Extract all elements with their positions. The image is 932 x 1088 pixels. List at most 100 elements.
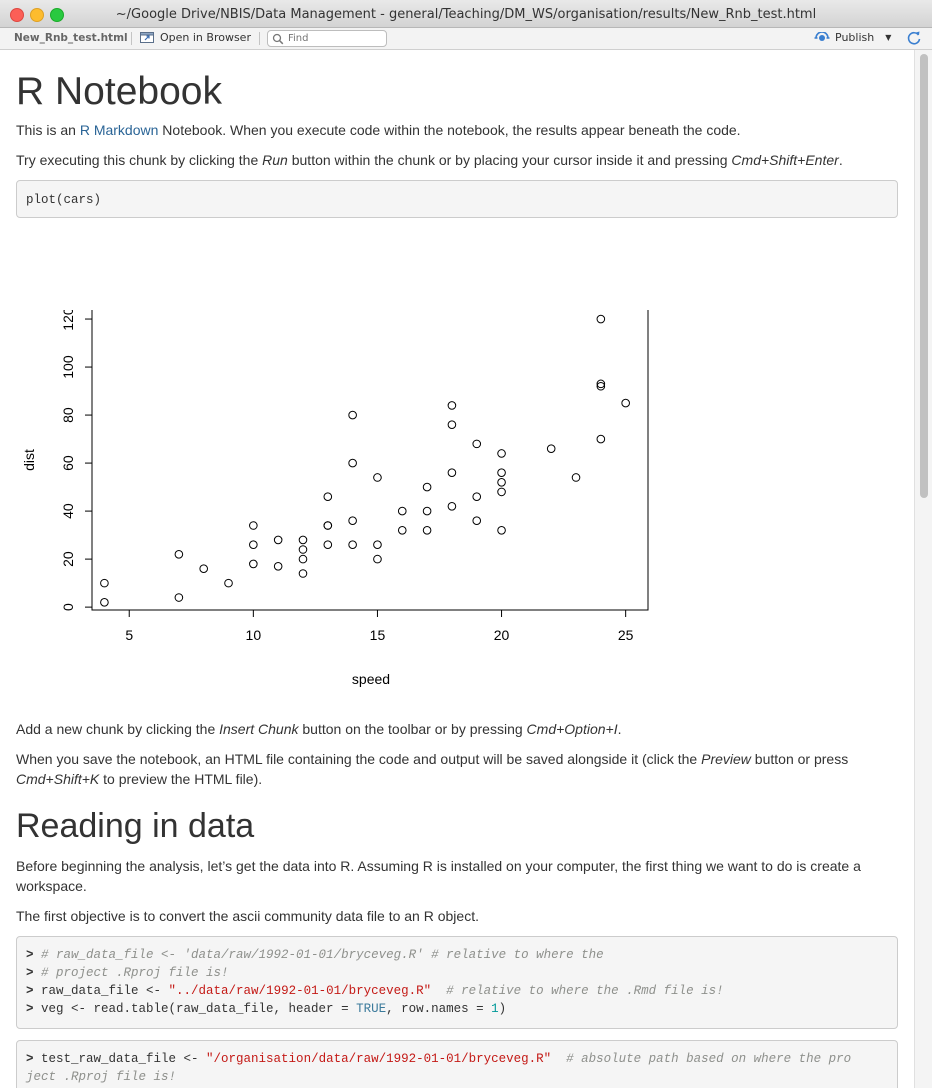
code-string: "../data/raw/1992-01-01/bryceveg.R" xyxy=(168,984,432,998)
save-text-end: to preview the HTML file). xyxy=(99,771,263,787)
data-point xyxy=(100,598,109,607)
try-text-mid: button within the chunk or by placing yo… xyxy=(287,152,732,168)
zoom-window-button[interactable] xyxy=(50,8,64,22)
prompt: > xyxy=(26,984,42,998)
data-point xyxy=(174,550,184,559)
data-point xyxy=(497,525,506,535)
code-text: ) xyxy=(498,1002,507,1016)
before-text: Before beginning the analysis, let’s get… xyxy=(16,858,861,874)
add-text-mid: button on the toolbar or by pressing xyxy=(298,721,527,737)
scrollbar-thumb[interactable] xyxy=(920,54,928,498)
data-point xyxy=(323,492,333,501)
data-point xyxy=(472,492,482,501)
data-point xyxy=(174,593,184,602)
objective-paragraph: The first objective is to convert the as… xyxy=(16,906,900,926)
code-chunk-read-data[interactable]: > # raw_data_file <- 'data/raw/1992-01-0… xyxy=(16,936,898,1029)
publish-button[interactable]: Publish ▼ xyxy=(814,31,891,44)
publish-label: Publish xyxy=(835,31,875,44)
notebook-viewer[interactable]: R Notebook This is an R Markdown Noteboo… xyxy=(0,50,914,1088)
data-point xyxy=(497,449,506,458)
code-line: > test_raw_data_file <- "/organisation/d… xyxy=(26,1052,851,1066)
code-keyword: TRUE xyxy=(356,1002,387,1016)
data-point xyxy=(422,482,432,492)
intro-text: This is an xyxy=(16,122,80,138)
prompt: > xyxy=(26,1002,42,1016)
try-text-end: . xyxy=(838,152,843,168)
vertical-scrollbar[interactable] xyxy=(914,50,932,1088)
data-point xyxy=(447,501,457,511)
data-point xyxy=(249,521,258,530)
add-text: Add a new chunk by clicking the xyxy=(16,721,220,737)
y-tick-label: 60 xyxy=(60,455,76,471)
y-tick-label: 80 xyxy=(60,407,76,423)
code-text: raw_data_file <- xyxy=(41,984,169,998)
code-text: , row.names = xyxy=(386,1002,492,1016)
data-point xyxy=(596,314,606,324)
data-point xyxy=(323,521,333,530)
x-axis-label: speed xyxy=(352,671,390,687)
x-axis: 5 10 15 20 25 xyxy=(125,609,634,643)
y-tick-label: 100 xyxy=(60,355,76,379)
code-chunk-plot[interactable]: plot(cars) xyxy=(16,180,898,218)
code-comment: # relative to where the .Rmd file is! xyxy=(431,984,724,998)
data-point xyxy=(323,540,333,550)
code-line: > raw_data_file <- "../data/raw/1992-01-… xyxy=(26,984,724,998)
find-box[interactable] xyxy=(267,30,387,47)
publish-icon xyxy=(814,31,830,41)
minimize-window-button[interactable] xyxy=(30,8,44,22)
preview-emphasis: Preview xyxy=(701,751,751,767)
intro-text-rest: Notebook. When you execute code within t… xyxy=(158,122,741,138)
data-point xyxy=(447,468,457,477)
data-point xyxy=(472,516,482,525)
data-point xyxy=(298,545,308,554)
before-text-2: workspace. xyxy=(16,878,87,894)
data-point xyxy=(571,473,581,482)
data-point xyxy=(348,540,357,550)
x-tick-label: 5 xyxy=(125,627,133,643)
r-markdown-link[interactable]: R Markdown xyxy=(79,122,159,138)
data-point xyxy=(497,487,506,497)
data-point xyxy=(348,410,357,420)
file-name-label: New_Rnb_test.html xyxy=(14,32,128,44)
browser-window-icon xyxy=(140,32,154,43)
code-line: > # project .Rproj file is! xyxy=(26,966,229,980)
data-point xyxy=(447,420,457,429)
shortcut-emphasis: Cmd+Option+I xyxy=(526,721,618,737)
try-paragraph: Try executing this chunk by clicking the… xyxy=(16,150,900,170)
toolbar-divider xyxy=(131,32,132,45)
insert-chunk-emphasis: Insert Chunk xyxy=(219,721,299,737)
prompt: > xyxy=(26,1052,42,1066)
data-point xyxy=(373,540,382,550)
window-title: ~/Google Drive/NBIS/Data Management - ge… xyxy=(115,7,817,22)
section-heading: Reading in data xyxy=(16,807,255,845)
y-axis: 0 20 40 60 80 100 120 xyxy=(60,310,93,611)
data-point xyxy=(596,381,606,391)
open-in-browser-button[interactable]: Open in Browser xyxy=(140,31,251,44)
close-window-button[interactable] xyxy=(10,8,24,22)
data-point xyxy=(397,506,407,516)
add-chunk-paragraph: Add a new chunk by clicking the Insert C… xyxy=(16,719,900,739)
y-tick-label: 120 xyxy=(60,310,76,331)
page-title: R Notebook xyxy=(16,70,222,113)
objective-text: The first objective is to convert the as… xyxy=(16,908,479,924)
find-input[interactable] xyxy=(288,33,380,44)
viewer-toolbar: New_Rnb_test.html Open in Browser xyxy=(0,28,932,50)
data-point xyxy=(249,559,258,569)
shortcut-emphasis: Cmd+Shift+Enter xyxy=(731,152,839,168)
code-comment: # project .Rproj file is! xyxy=(41,966,229,980)
title-bar: ~/Google Drive/NBIS/Data Management - ge… xyxy=(0,0,932,28)
code-chunk-test-path[interactable]: > test_raw_data_file <- "/organisation/d… xyxy=(16,1040,898,1088)
x-tick-label: 15 xyxy=(370,627,386,643)
toolbar-divider xyxy=(259,32,260,45)
prompt: > xyxy=(26,966,42,980)
x-tick-label: 10 xyxy=(246,627,262,643)
data-point xyxy=(100,578,109,588)
data-point xyxy=(621,398,630,408)
data-point xyxy=(497,468,506,477)
before-paragraph: Before beginning the analysis, let’s get… xyxy=(16,856,900,896)
try-text: Try executing this chunk by clicking the xyxy=(16,152,263,168)
data-point xyxy=(224,578,233,588)
y-tick-label: 40 xyxy=(60,503,76,519)
refresh-icon[interactable] xyxy=(906,30,922,46)
data-point xyxy=(273,535,283,545)
